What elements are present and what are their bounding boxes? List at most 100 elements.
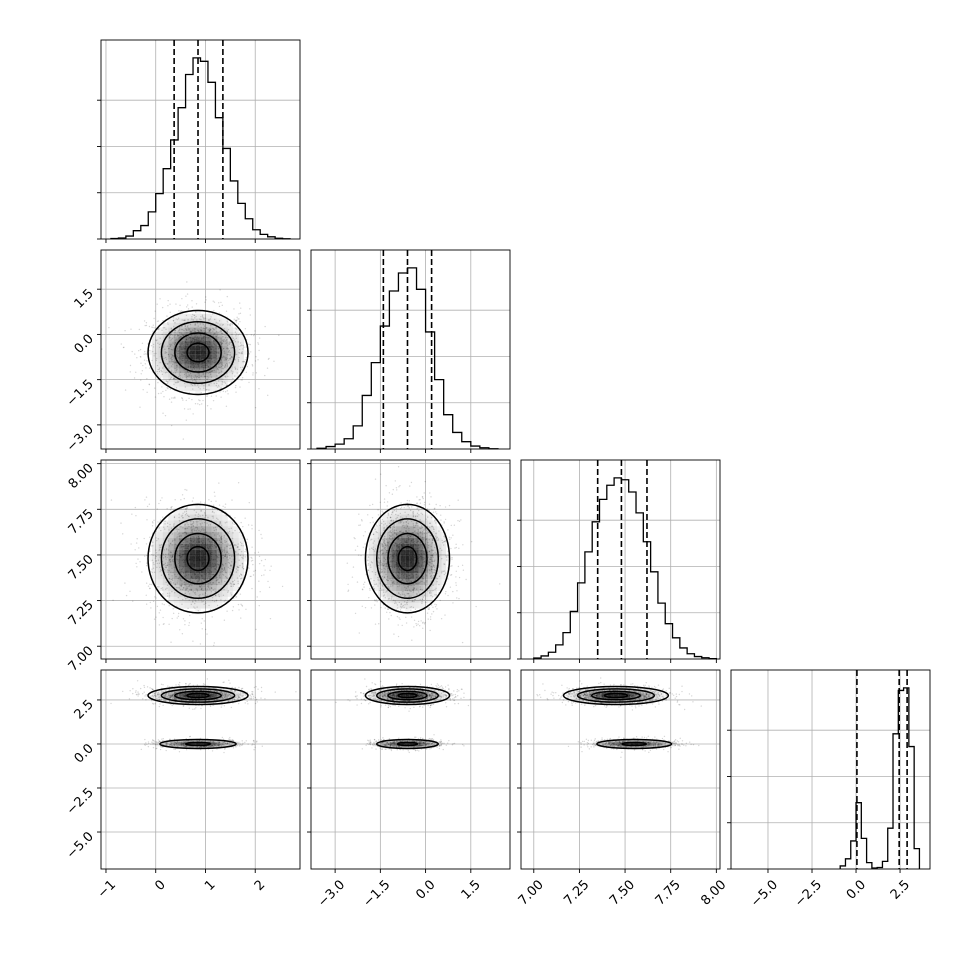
scatter-point [241,562,244,564]
scatter-point [430,580,433,582]
scatter-point [212,333,215,335]
scatter-point [147,585,150,587]
scatter-point [410,481,413,484]
density-cell [396,590,401,597]
scatter-point [414,526,416,529]
density-cell [195,373,201,378]
scatter-point [223,350,225,352]
scatter-point [188,372,190,374]
scatter-point [218,504,221,506]
scatter-point [191,398,193,401]
scatter-point [218,551,220,553]
scatter-point [219,366,221,369]
scatter-point [410,580,413,583]
scatter-point [230,594,233,596]
scatter-point [387,512,390,515]
scatter-point [223,347,225,350]
scatter-point [421,622,424,624]
density-cell [173,602,180,609]
scatter-point [163,526,165,528]
scatter-point [212,327,214,330]
scatter-point [185,510,188,513]
scatter-point [174,341,177,344]
scatter-point [421,600,423,603]
scatter-point [234,327,237,329]
density-cell [222,579,228,586]
scatter-point [455,570,457,572]
scatter-point [200,579,203,581]
scatter-point [211,599,214,602]
scatter-point [244,548,247,551]
scatter-point [413,526,415,529]
scatter-point [195,380,197,382]
scatter-point [170,356,173,359]
scatter-point [160,569,162,572]
scatter-point [377,579,379,581]
density-cell [151,363,158,369]
density-cell [184,543,190,550]
density-cell [168,567,174,574]
scatter-point [390,538,392,540]
density-cell [200,532,207,538]
density-cell [391,549,397,556]
scatter-point [462,569,465,571]
density-cell [391,508,397,515]
density-cell [400,520,406,527]
density-cell [405,514,410,521]
scatter-point [183,497,185,500]
scatter-point [440,514,442,516]
density-cell [173,368,180,374]
scatter-point [386,517,389,519]
scatter-point [252,574,255,576]
scatter-point [158,612,160,614]
scatter-point [222,542,224,545]
density-cell [179,596,185,603]
density-cell [179,555,185,562]
density-cell [391,579,397,586]
scatter-point [186,281,188,283]
density-cell [373,585,378,591]
density-cell [405,532,410,538]
density-cell [396,520,401,527]
scatter-point [377,556,380,559]
scatter-point [386,611,388,613]
scatter-point [386,505,388,507]
scatter-point [395,602,397,604]
density-cell [157,526,163,533]
scatter-point [386,551,388,553]
scatter-point [431,590,433,592]
scatter-point [167,353,170,356]
scatter-point [186,332,188,334]
scatter-point [450,537,452,539]
scatter-point [408,584,410,586]
scatter-point [175,354,178,357]
scatter-point [194,311,197,313]
scatter-point [423,550,425,553]
scatter-point [255,356,257,358]
scatter-point [241,556,243,559]
scatter-point [209,330,211,332]
scatter-point [378,561,380,564]
scatter-point [222,557,224,559]
scatter-point [188,622,191,624]
scatter-point [151,545,153,547]
scatter-point [223,600,225,602]
scatter-point [391,528,394,530]
density-cell [216,526,223,533]
scatter-point [146,505,149,508]
scatter-point [192,640,194,642]
density-cell [157,359,163,364]
density-cell [206,514,212,521]
scatter-point [171,334,174,336]
density-cell [157,543,163,550]
scatter-point [369,522,372,524]
scatter-point [399,520,402,523]
scatter-point [427,556,429,558]
density-cell [173,561,180,568]
scatter-point [184,325,186,327]
scatter-point [193,314,195,317]
density-cell [405,596,410,603]
density-cell [211,526,217,533]
scatter-point [148,383,150,385]
density-cell [195,502,201,509]
